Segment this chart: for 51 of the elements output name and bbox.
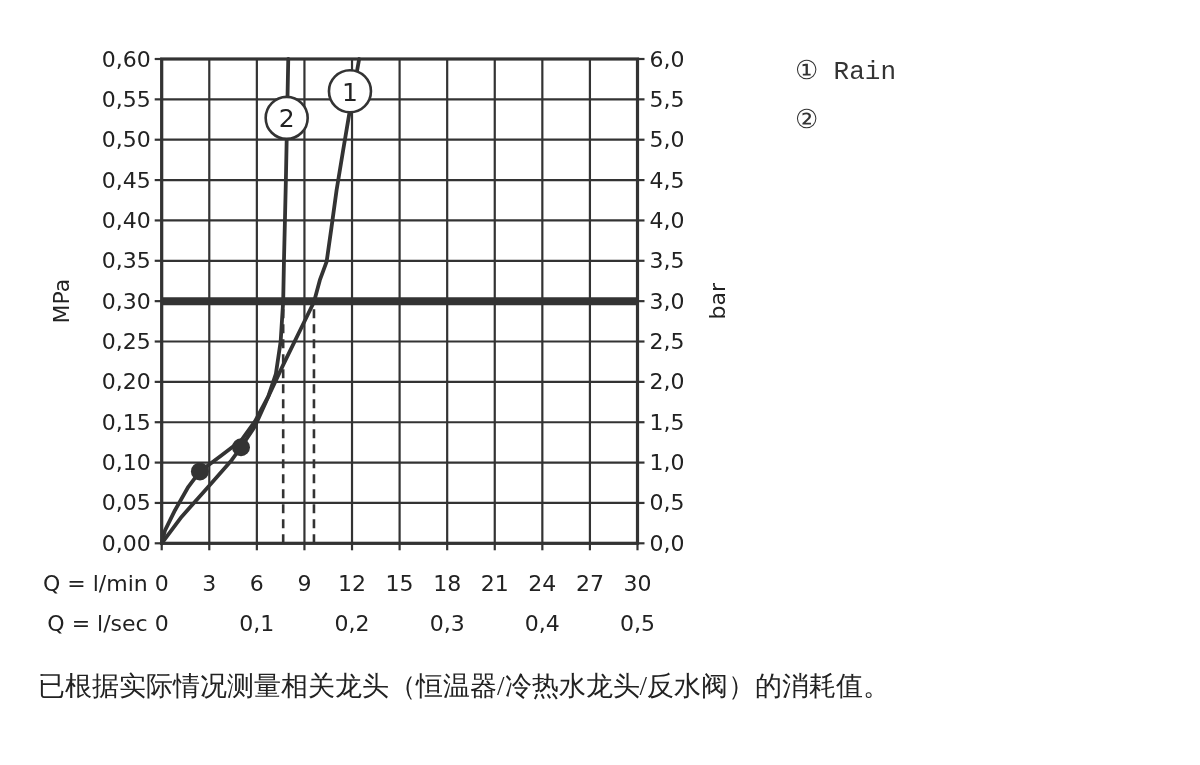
y-tick-label: 0,60 xyxy=(101,46,151,72)
x2-tick-label: 0,2 xyxy=(334,610,370,636)
y-tick-label: 0,55 xyxy=(101,86,151,112)
x-tick-label: 0 xyxy=(154,570,169,596)
x-tick-label: 9 xyxy=(297,570,312,596)
x2-tick-label: 0,3 xyxy=(429,610,465,636)
legend: ① Rain ② xyxy=(795,57,896,136)
y2-tick-label: 1,0 xyxy=(649,450,685,476)
annotation: 1 xyxy=(342,77,358,107)
y2-tick-label: 0,0 xyxy=(649,530,685,556)
y2-tick-label: 5,5 xyxy=(649,86,685,112)
x2-tick-label: 0,5 xyxy=(620,610,655,636)
y2-tick-label: 4,5 xyxy=(649,167,685,193)
y2-tick-label: 0,5 xyxy=(649,490,685,516)
x-tick-label: 21 xyxy=(480,570,509,596)
y-tick-label: 0,40 xyxy=(101,207,151,233)
y2-tick-label: 3,5 xyxy=(649,248,685,274)
x-tick-label: 12 xyxy=(338,570,367,596)
y2-tick-label: 4,0 xyxy=(649,207,685,233)
y2-tick-label: 2,0 xyxy=(649,369,685,395)
x2-tick-label: 0 xyxy=(154,610,169,636)
y2-tick-label: 3,0 xyxy=(649,288,685,314)
y2-axis-title: bar xyxy=(705,281,731,320)
y-tick-label: 0,15 xyxy=(101,409,151,435)
x-tick-label: 15 xyxy=(385,570,414,596)
x2-axis-title: Q = l/sec xyxy=(47,610,148,636)
x-tick-label: 18 xyxy=(433,570,462,596)
y2-tick-label: 2,5 xyxy=(649,329,685,355)
y-tick-label: 0,20 xyxy=(101,369,151,395)
y-tick-label: 0,25 xyxy=(101,329,151,355)
annotation: 2 xyxy=(278,104,295,134)
x-tick-label: 6 xyxy=(249,570,264,596)
x2-tick-label: 0,1 xyxy=(239,610,275,636)
x-axis-title: Q = l/min xyxy=(42,570,148,596)
y-tick-label: 0,30 xyxy=(101,288,151,314)
y-tick-label: 0,00 xyxy=(101,530,151,556)
x-tick-label: 30 xyxy=(623,570,652,596)
y-axis-title: MPa xyxy=(49,278,75,324)
y-tick-label: 0,10 xyxy=(101,450,151,476)
x-tick-label: 27 xyxy=(575,570,604,596)
y-tick-label: 0,35 xyxy=(101,248,151,274)
x-tick-label: 24 xyxy=(528,570,557,596)
y-tick-label: 0,45 xyxy=(101,167,151,193)
y2-tick-label: 6,0 xyxy=(649,46,685,72)
y-tick-label: 0,50 xyxy=(101,127,151,153)
y2-tick-label: 1,5 xyxy=(649,409,685,435)
x-tick-label: 3 xyxy=(202,570,217,596)
text: 已根据实际情况测量相关龙头（恒温器/冷热水龙头/反水阀）的消耗值。 xyxy=(38,671,891,701)
x2-tick-label: 0,4 xyxy=(524,610,560,636)
y-tick-label: 0,05 xyxy=(101,490,151,516)
y2-tick-label: 5,0 xyxy=(649,127,685,153)
